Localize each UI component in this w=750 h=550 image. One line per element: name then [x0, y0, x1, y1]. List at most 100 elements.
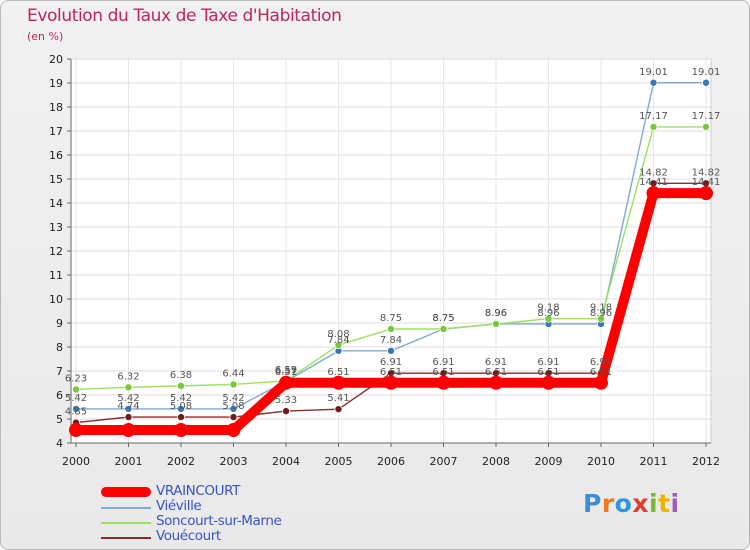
x-tick-label: 2002 — [167, 455, 195, 468]
y-tick-label: 14 — [49, 197, 63, 210]
data-label: 6.32 — [117, 371, 139, 382]
data-point — [229, 380, 238, 389]
y-tick-label: 16 — [49, 149, 63, 162]
data-point — [229, 404, 238, 413]
data-label: 5.08 — [222, 401, 244, 412]
data-label: 6.23 — [65, 373, 87, 384]
data-label: 19.01 — [639, 67, 668, 78]
data-label: 17.17 — [692, 111, 721, 122]
data-point — [489, 375, 503, 390]
data-point — [384, 375, 398, 390]
y-tick-label: 20 — [49, 53, 63, 66]
x-tick-label: 2008 — [482, 455, 510, 468]
data-point — [702, 78, 711, 87]
data-point — [124, 383, 133, 392]
chart-title: Evolution du Taux de Taxe d'Habitation — [27, 6, 342, 26]
legend-item-vraincourt: VRAINCOURT — [101, 483, 421, 500]
legend-swatch-vouecourt — [101, 530, 151, 545]
legend: VRAINCOURT Viéville Soncourt-sur-Marne V… — [101, 483, 421, 545]
data-point — [72, 385, 81, 394]
logo-letter: t — [658, 489, 671, 518]
y-tick-label: 18 — [49, 101, 63, 114]
data-label: 17.17 — [639, 111, 668, 122]
legend-swatch-vieville — [101, 500, 151, 515]
data-point — [279, 375, 293, 390]
logo-letter: x — [632, 489, 649, 518]
data-label: 8.75 — [432, 313, 454, 324]
data-label: 6.91 — [485, 357, 507, 368]
data-labels: 6.51 6.51 6.51 6.51 6.51 6.51 6.51 14.41 14.41 5.… — [65, 67, 720, 418]
y-tick-label: 17 — [49, 125, 63, 138]
legend-swatch-vraincourt — [101, 485, 151, 500]
data-label: 4.85 — [65, 407, 87, 418]
data-label: 6.51 — [432, 367, 454, 378]
legend-swatch-soncourt — [101, 515, 151, 530]
x-tick-label: 2004 — [272, 455, 300, 468]
data-label: 6.91 — [590, 357, 612, 368]
data-label: 14.41 — [639, 177, 668, 188]
data-label: 5.08 — [170, 401, 192, 412]
legend-label-vouecourt: Vouécourt — [156, 528, 221, 544]
data-point — [334, 341, 343, 350]
data-label: 6.91 — [380, 357, 402, 368]
data-point — [176, 413, 185, 422]
data-label: 6.91 — [432, 357, 454, 368]
proxiti-logo: Proxiti — [583, 489, 680, 518]
data-point — [541, 375, 556, 390]
data-label: 6.91 — [537, 357, 559, 368]
data-label: 5.42 — [222, 393, 244, 404]
legend-label-soncourt: Soncourt-sur-Marne — [156, 513, 282, 529]
data-label: 6.57 — [275, 365, 297, 376]
y-tick-label: 7 — [56, 365, 63, 378]
series — [69, 78, 713, 438]
data-point — [699, 186, 713, 201]
data-label: 6.51 — [327, 367, 349, 378]
data-label: 5.41 — [327, 393, 349, 404]
data-label: 14.82 — [692, 167, 721, 178]
data-label: 6.51 — [537, 367, 559, 378]
legend-label-vieville: Viéville — [156, 498, 202, 514]
y-tick-label: 9 — [56, 317, 63, 330]
x-tick-label: 2010 — [587, 455, 615, 468]
data-point — [176, 404, 185, 413]
data-label: 7.84 — [327, 335, 349, 346]
data-label: 5.42 — [117, 393, 139, 404]
logo-letter: i — [670, 489, 680, 518]
y-tick-label: 8 — [56, 341, 63, 354]
legend-item-vouecourt: Vouécourt — [101, 528, 421, 545]
legend-label-vraincourt: VRAINCOURT — [156, 483, 240, 499]
y-tick-label: 6 — [56, 389, 63, 402]
y-tick-label: 4 — [56, 437, 63, 450]
data-label: 6.38 — [170, 370, 192, 381]
x-tick-label: 2000 — [62, 455, 90, 468]
data-label: 14.41 — [692, 177, 721, 188]
data-point — [436, 375, 451, 390]
data-label: 6.44 — [222, 368, 244, 379]
y-tick-label: 5 — [56, 413, 63, 426]
x-tick-label: 2009 — [535, 455, 563, 468]
data-point — [72, 404, 81, 413]
x-tick-label: 2005 — [325, 455, 353, 468]
logo-letter: i — [649, 489, 659, 518]
y-tick-label: 10 — [49, 293, 63, 306]
data-point — [124, 404, 133, 413]
data-point — [229, 413, 238, 422]
x-tick-label: 2011 — [640, 455, 668, 468]
data-label: 8.96 — [485, 308, 507, 319]
data-label: 8.96 — [537, 308, 559, 319]
data-label: 6.51 — [590, 367, 612, 378]
data-label: 6.51 — [380, 367, 402, 378]
data-point — [491, 319, 500, 328]
data-point — [649, 78, 658, 87]
data-label: 7.84 — [380, 335, 402, 346]
x-tick-label: 2007 — [430, 455, 458, 468]
data-label: 8.75 — [380, 313, 402, 324]
y-tick-label: 13 — [49, 221, 63, 234]
legend-item-vieville: Viéville — [101, 498, 421, 515]
data-label: 8.08 — [327, 329, 349, 340]
data-point — [176, 381, 185, 390]
data-label: 5.33 — [275, 395, 297, 406]
axes: 4 5 6 7 8 9 10 11 12 13 14 15 16 17 18 19 20 2000 2001 2002… — [49, 53, 720, 468]
